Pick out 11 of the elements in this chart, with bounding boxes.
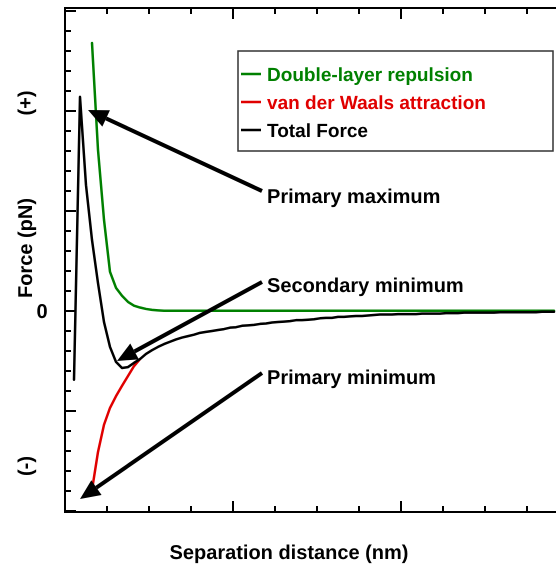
x-axis-title: Separation distance (nm) [170, 542, 408, 564]
text: 0 [36, 301, 48, 323]
annotation: Secondary minimum [267, 275, 464, 297]
text: (+) [15, 90, 37, 116]
legend-label: Double-layer repulsion [267, 65, 473, 86]
text: (-) [15, 456, 37, 476]
annotation: Primary minimum [267, 367, 436, 389]
legend-label: Total Force [267, 121, 368, 142]
y-axis-title: Force (pN) [15, 198, 37, 298]
legend-label: van der Waals attraction [267, 93, 486, 114]
annotation: Primary maximum [267, 186, 440, 208]
